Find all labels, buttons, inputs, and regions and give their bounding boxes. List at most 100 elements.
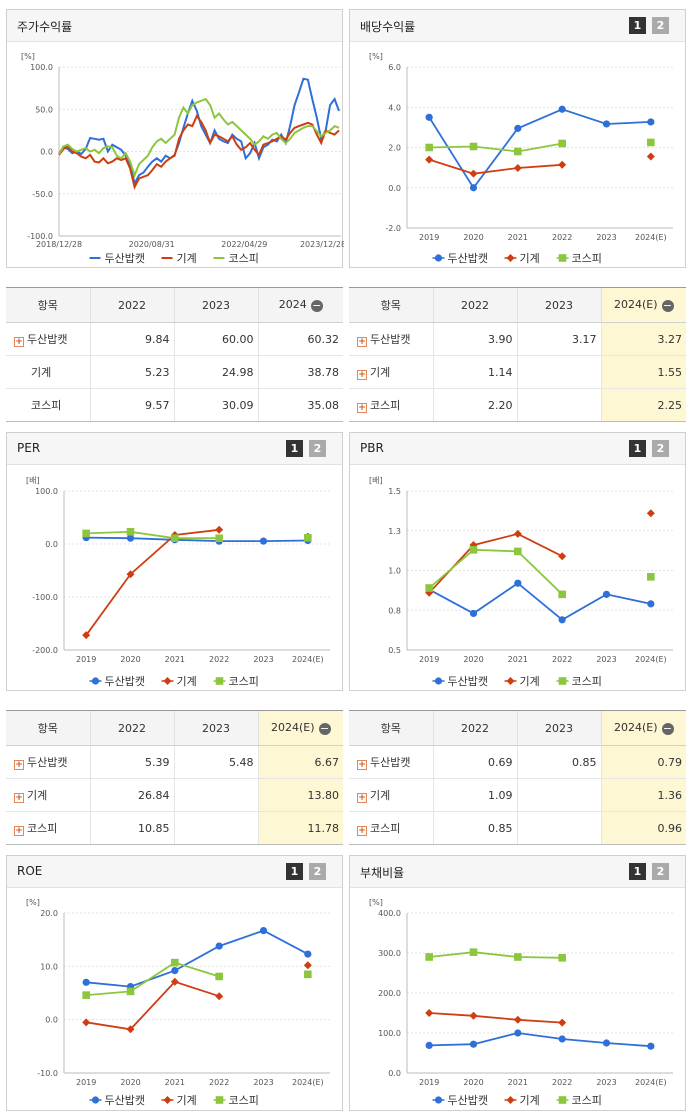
legend-label: 기계 [177,675,197,688]
expand-plus-icon[interactable]: + [357,337,367,347]
expand-plus-icon[interactable]: + [357,370,367,380]
expand-plus-icon[interactable]: + [357,403,367,413]
series-line-machinery [428,158,563,175]
pbr-page-2-button[interactable]: 2 [652,440,669,457]
expand-plus-icon[interactable]: + [14,760,24,770]
y-tick-label: 10.0 [40,962,58,971]
data-point-kospi [425,953,433,961]
data-point-machinery [170,977,179,986]
collapse-minus-icon[interactable]: − [661,722,674,735]
dividend-page-1-button[interactable]: 1 [629,17,646,34]
y-unit-label: [%] [369,898,383,907]
row-label: 두산밥캣 [27,333,68,346]
roe-header: ROE 1 2 [7,856,342,888]
data-point-kospi [469,948,478,956]
per-chart: [배] 100.0 0.0 -100.0 -200.0 2019 2020 2021 2022 2… [26,476,330,688]
cell: 11.78 [257,811,343,845]
data-point-machinery [646,509,655,518]
cell: 38.78 [257,355,343,389]
data-point-doosan-bobcat [647,600,655,608]
legend-swatch-kospi [558,254,567,262]
cell: 0.85 [432,811,517,845]
series-line-kospi [58,97,340,179]
collapse-minus-icon[interactable]: − [318,722,331,735]
data-point-machinery [558,552,567,561]
col-header-2023: 2023 [173,287,258,323]
per-page-2-button[interactable]: 2 [309,440,326,457]
legend-swatch-kospi [215,677,224,685]
roe-page-1-button[interactable]: 1 [286,863,303,880]
y-tick-label: -10.0 [37,1069,58,1078]
legend-swatch-kospi [558,1096,567,1104]
expand-plus-icon[interactable]: + [357,760,367,770]
col-header-item: 항목 [6,287,90,323]
data-point-doosan-bobcat [469,184,478,192]
legend-label: 기계 [520,252,540,265]
y-tick-label: -2.0 [385,224,401,233]
dividend-panel: 배당수익률 1 2 [%] 6.0 4.0 2.0 0.0 -2.0 2019 2020 202… [349,9,686,268]
table-row: + 두산밥캣 9.84 60.00 60.32 [6,322,343,356]
x-tick-label: 2019 [76,655,96,664]
debt-page-2-button[interactable]: 2 [652,863,669,880]
y-tick-label: 400.0 [378,909,401,918]
expand-plus-icon[interactable]: + [357,826,367,836]
col-header-2022: 2022 [89,287,174,323]
x-tick-label: 2024(E) [635,1078,667,1087]
x-tick-label: 2023/12/28 [300,240,344,249]
roe-page-2-button[interactable]: 2 [309,863,326,880]
series-line-doosan-bobcat [428,108,651,190]
y-tick-label: 100.0 [35,487,58,496]
row-label: 코스피 [31,399,62,412]
expand-plus-icon[interactable]: + [14,826,24,836]
data-point-doosan-bobcat [469,609,478,618]
cell: 60.32 [257,322,343,356]
row-label: 두산밥캣 [370,333,411,346]
expand-plus-icon[interactable]: + [14,337,24,347]
data-point-machinery [469,169,478,178]
data-point-kospi [126,987,135,996]
x-tick-label: 2023 [253,1078,273,1087]
data-point-machinery [646,152,655,161]
y-tick-label: 1.5 [388,487,401,496]
data-point-machinery [558,1018,567,1027]
data-point-doosan-bobcat [259,537,268,545]
legend-label: 두산밥캣 [448,675,488,688]
per-page-1-button[interactable]: 1 [286,440,303,457]
y-tick-label: -200.0 [32,646,58,655]
x-tick-label: 2023 [253,655,273,664]
expand-plus-icon[interactable]: + [357,793,367,803]
table-header-row: 항목 2022 2023 2024(E) − [349,710,686,746]
table-row: 기계 5.23 24.98 38.78 [6,355,343,389]
legend-label: 기계 [177,1094,197,1107]
table-row: + 기계 1.14 1.55 [349,355,686,389]
y-tick-label: 1.0 [388,567,401,576]
collapse-minus-icon[interactable]: − [661,299,674,312]
x-tick-label: 2019 [76,1078,96,1087]
data-point-kospi [171,534,179,542]
data-point-doosan-bobcat [602,120,611,128]
col-header-item: 항목 [349,710,433,746]
x-tick-label: 2024(E) [292,1078,324,1087]
cell: 26.84 [89,778,174,812]
data-point-kospi [514,953,522,961]
cell: 3.27 [600,322,686,356]
col-header-2024-label: 2024 [278,298,307,311]
data-point-doosan-bobcat [514,124,522,132]
data-point-kospi [82,991,90,999]
collapse-minus-icon[interactable]: − [310,299,323,312]
cell: 2.25 [600,388,686,422]
cell: 6.67 [257,745,343,779]
debt-page-1-button[interactable]: 1 [629,863,646,880]
series-line-doosan-bobcat [429,1032,651,1048]
table-header-row: 항목 2022 2023 2024− [6,287,343,323]
pbr-page-1-button[interactable]: 1 [629,440,646,457]
per-panel: PER 1 2 [배] 100.0 0.0 -100.0 -200.0 2019 2020 2… [6,432,343,691]
y-tick-label: 100.0 [378,1029,401,1038]
data-point-doosan-bobcat [602,1039,611,1047]
pbr-chart: [배] 1.5 1.3 1.0 0.8 0.5 2019 2020 2021 2022 2023 20… [369,476,673,688]
expand-plus-icon[interactable]: + [14,793,24,803]
dividend-page-2-button[interactable]: 2 [652,17,669,34]
x-tick-label: 2019 [419,655,439,664]
row-label: 코스피 [370,822,401,835]
table-header-row: 항목 2022 2023 2024(E) − [349,287,686,323]
